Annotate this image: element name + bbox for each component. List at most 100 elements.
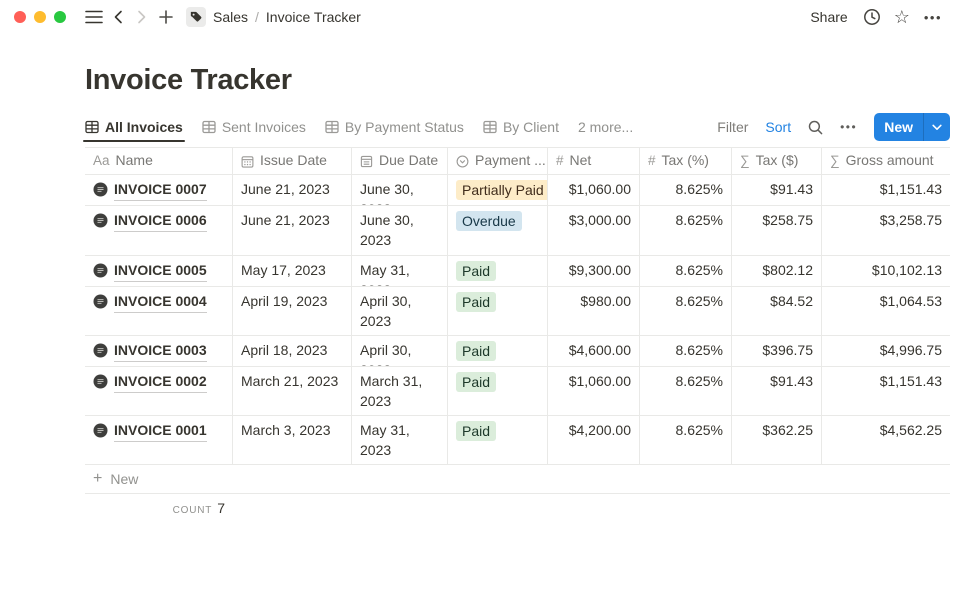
view-options-icon[interactable]: ••• xyxy=(840,120,858,134)
filter-button[interactable]: Filter xyxy=(717,119,749,135)
back-icon[interactable] xyxy=(106,5,130,29)
zoom-window-button[interactable] xyxy=(54,11,66,23)
invoice-table: Aa Name Issue Date Due Date Payment ... … xyxy=(85,148,950,516)
more-views-button[interactable]: 2 more... xyxy=(577,119,634,135)
favorite-star-icon[interactable]: ☆ xyxy=(893,7,910,27)
forward-icon[interactable] xyxy=(130,5,154,29)
column-header-due-date[interactable]: Due Date xyxy=(352,148,448,174)
tax-pct-cell[interactable]: 8.625% xyxy=(640,175,732,205)
gross-amount-cell[interactable]: $4,996.75 xyxy=(879,342,942,358)
issue-date-cell[interactable]: April 19, 2023 xyxy=(233,287,352,335)
gross-amount-cell[interactable]: $4,562.25 xyxy=(879,422,942,438)
close-window-button[interactable] xyxy=(14,11,26,23)
count-calculation[interactable]: COUNT 7 xyxy=(85,494,233,516)
due-date-cell[interactable]: April 30, 2023 xyxy=(352,287,448,335)
gross-amount-cell[interactable]: $1,064.53 xyxy=(879,293,942,309)
window-titlebar: Sales / Invoice Tracker Share ☆ ••• xyxy=(0,0,960,34)
tax-pct-cell[interactable]: 8.625% xyxy=(640,416,732,464)
issue-date-cell[interactable]: June 21, 2023 xyxy=(233,206,352,255)
column-header-issue-date[interactable]: Issue Date xyxy=(233,148,352,174)
invoice-name-cell[interactable]: INVOICE 0002 xyxy=(85,367,233,415)
tax-usd-cell[interactable]: $91.43 xyxy=(732,175,822,205)
new-button[interactable]: New xyxy=(874,113,950,141)
tax-pct-cell[interactable]: 8.625% xyxy=(640,206,732,255)
tab-by-client[interactable]: By Client xyxy=(483,119,559,135)
payment-status-cell[interactable]: Paid xyxy=(448,336,548,366)
issue-date-cell[interactable]: March 21, 2023 xyxy=(233,367,352,415)
tax-usd-cell[interactable]: $258.75 xyxy=(732,206,822,255)
share-button[interactable]: Share xyxy=(810,9,848,25)
payment-status-cell[interactable]: Paid xyxy=(448,287,548,335)
gross-amount-cell[interactable]: $3,258.75 xyxy=(879,212,942,228)
column-header-net[interactable]: # Net xyxy=(548,148,640,174)
due-date-cell[interactable]: May 31, 2023 xyxy=(352,416,448,464)
gross-amount-cell[interactable]: $10,102.13 xyxy=(871,262,942,278)
calendar-icon xyxy=(241,155,254,168)
new-dropdown-chevron-icon[interactable] xyxy=(923,113,950,141)
new-page-icon[interactable] xyxy=(154,5,178,29)
invoice-name-cell[interactable]: INVOICE 0001 xyxy=(85,416,233,464)
issue-date-cell[interactable]: March 3, 2023 xyxy=(233,416,352,464)
tax-pct-cell[interactable]: 8.625% xyxy=(640,336,732,366)
search-icon[interactable] xyxy=(808,120,823,135)
invoice-name-cell[interactable]: INVOICE 0005 xyxy=(85,256,233,286)
invoice-name-cell[interactable]: INVOICE 0006 xyxy=(85,206,233,255)
net-cell[interactable]: $3,000.00 xyxy=(548,206,640,255)
tax-pct-cell[interactable]: 8.625% xyxy=(640,367,732,415)
number-property-icon: # xyxy=(556,152,564,168)
column-header-gross-amount[interactable]: ∑ Gross amount xyxy=(822,148,950,174)
breadcrumb-current[interactable]: Invoice Tracker xyxy=(265,9,361,25)
net-cell[interactable]: $1,060.00 xyxy=(548,175,640,205)
updates-clock-icon[interactable] xyxy=(860,5,884,29)
net-cell[interactable]: $1,060.00 xyxy=(548,367,640,415)
issue-date-cell[interactable]: June 21, 2023 xyxy=(233,175,352,205)
invoice-name-cell[interactable]: INVOICE 0003 xyxy=(85,336,233,366)
net-cell[interactable]: $980.00 xyxy=(548,287,640,335)
table-row: INVOICE 0001 March 3, 2023 May 31, 2023 … xyxy=(85,416,950,465)
more-options-icon[interactable]: ••• xyxy=(923,9,942,25)
tax-pct-cell[interactable]: 8.625% xyxy=(640,287,732,335)
sort-button[interactable]: Sort xyxy=(765,119,792,135)
view-tabs: All Invoices Sent Invoices By Payment St… xyxy=(83,119,634,142)
column-header-tax-pct[interactable]: # Tax (%) xyxy=(640,148,732,174)
invoice-page-icon xyxy=(93,263,108,284)
tax-usd-cell[interactable]: $802.12 xyxy=(732,256,822,286)
payment-status-cell[interactable]: Paid xyxy=(448,256,548,286)
tax-usd-cell[interactable]: $91.43 xyxy=(732,367,822,415)
due-date-cell[interactable]: April 30, 2023 xyxy=(352,336,448,366)
payment-status-cell[interactable]: Overdue xyxy=(448,206,548,255)
add-new-row-button[interactable]: + New xyxy=(85,465,950,494)
breadcrumb-parent[interactable]: Sales xyxy=(213,9,249,25)
minimize-window-button[interactable] xyxy=(34,11,46,23)
tax-usd-cell[interactable]: $396.75 xyxy=(732,336,822,366)
sidebar-menu-icon[interactable] xyxy=(82,5,106,29)
column-header-name[interactable]: Aa Name xyxy=(85,148,233,174)
due-date-cell[interactable]: June 30, 2023 xyxy=(352,175,448,205)
net-cell[interactable]: $4,200.00 xyxy=(548,416,640,464)
column-header-payment-status[interactable]: Payment ... xyxy=(448,148,548,174)
tab-all-invoices[interactable]: All Invoices xyxy=(83,119,185,142)
due-date-cell[interactable]: March 31, 2023 xyxy=(352,367,448,415)
status-badge: Paid xyxy=(456,292,497,313)
invoice-name-cell[interactable]: INVOICE 0007 xyxy=(85,175,233,205)
tax-usd-cell[interactable]: $362.25 xyxy=(732,416,822,464)
due-date-cell[interactable]: May 31, 2023 xyxy=(352,256,448,286)
net-cell[interactable]: $9,300.00 xyxy=(548,256,640,286)
tab-sent-invoices[interactable]: Sent Invoices xyxy=(202,119,306,135)
table-view-icon xyxy=(85,120,99,134)
net-cell[interactable]: $4,600.00 xyxy=(548,336,640,366)
payment-status-cell[interactable]: Paid xyxy=(448,367,548,415)
tab-by-payment-status[interactable]: By Payment Status xyxy=(325,119,464,135)
tax-pct-cell[interactable]: 8.625% xyxy=(640,256,732,286)
payment-status-cell[interactable]: Partially Paid xyxy=(448,175,548,205)
invoice-name-cell[interactable]: INVOICE 0004 xyxy=(85,287,233,335)
payment-status-cell[interactable]: Paid xyxy=(448,416,548,464)
gross-amount-cell[interactable]: $1,151.43 xyxy=(879,373,942,389)
invoice-page-icon xyxy=(93,343,108,364)
tax-usd-cell[interactable]: $84.52 xyxy=(732,287,822,335)
issue-date-cell[interactable]: May 17, 2023 xyxy=(233,256,352,286)
column-header-tax-usd[interactable]: ∑ Tax ($) xyxy=(732,148,822,174)
issue-date-cell[interactable]: April 18, 2023 xyxy=(233,336,352,366)
gross-amount-cell[interactable]: $1,151.43 xyxy=(879,181,942,197)
due-date-cell[interactable]: June 30, 2023 xyxy=(352,206,448,255)
